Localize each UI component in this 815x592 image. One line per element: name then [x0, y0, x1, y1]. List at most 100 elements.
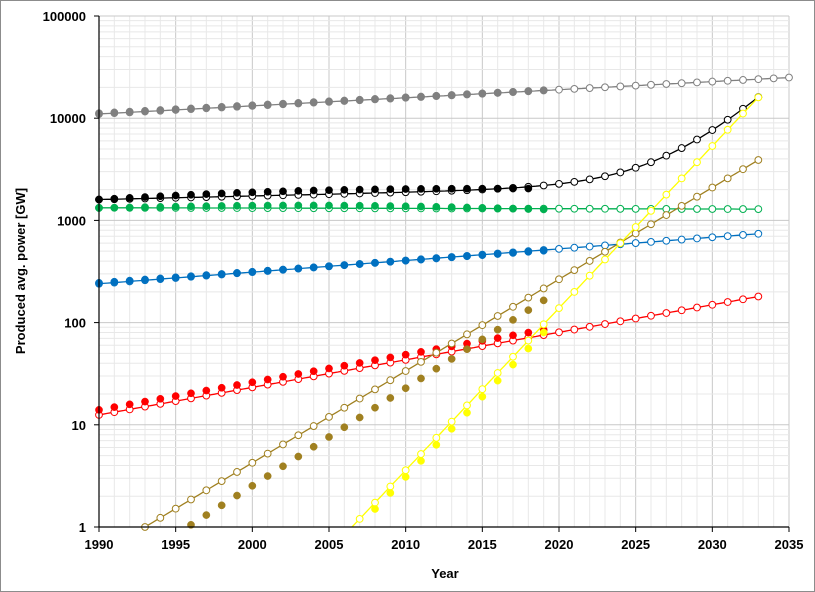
- series-4-data-point: [233, 381, 241, 389]
- series-1-fit-point: [631, 163, 640, 172]
- series-4-fit-point: [585, 322, 594, 331]
- series-6-fit-point: [570, 288, 579, 296]
- series-6-fit-point: [386, 482, 395, 491]
- series-2-fit-point: [616, 204, 625, 213]
- series-3-data-point: [309, 263, 318, 272]
- series-6-fit-point: [708, 142, 717, 150]
- y-tick-label: 100000: [43, 9, 86, 24]
- series-4-data-point: [509, 331, 517, 340]
- series-1-data-point: [493, 184, 502, 193]
- series-2-data-point: [432, 202, 441, 211]
- series-0-fit-point: [677, 79, 686, 88]
- series-2-fit-point: [723, 205, 732, 213]
- series-2-data-point: [233, 201, 241, 210]
- series-1-data-point: [524, 184, 533, 193]
- series-4-fit-line: [98, 295, 759, 416]
- series-5-data-point: [294, 452, 303, 461]
- series-1-data-point: [156, 192, 165, 201]
- series-1-fit-point: [647, 158, 655, 167]
- series-3-fit-point: [555, 244, 563, 253]
- series-4-data-point: [125, 400, 134, 409]
- series-3-data-point: [202, 271, 211, 279]
- series-0-data-point: [325, 97, 333, 106]
- series-2-data-point: [371, 202, 379, 210]
- series-2-fit-point: [601, 204, 609, 213]
- series-5-data-point: [509, 316, 517, 324]
- series-4-data-point: [217, 383, 226, 392]
- series-6-fit-point: [601, 255, 609, 264]
- series-1-data-point: [401, 185, 410, 193]
- series-5-fit-point: [187, 495, 195, 504]
- series-4-fit-point: [616, 317, 625, 326]
- series-4-data-point: [202, 386, 211, 395]
- series-3-fit-point: [631, 239, 640, 247]
- series-5-data-point: [539, 296, 548, 305]
- series-0-data-point: [340, 96, 349, 105]
- series-2: [95, 201, 763, 214]
- series-3-fit-point: [601, 241, 609, 250]
- series-5-data-point: [432, 364, 441, 373]
- series-5-fit-point: [739, 165, 747, 174]
- series-3-data-point: [156, 274, 165, 283]
- series-0-data-point: [509, 87, 517, 96]
- series-6-fit-point: [401, 466, 410, 475]
- series-1-fit-point: [555, 179, 563, 188]
- series-2-data-point: [447, 203, 456, 211]
- x-axis-label: Year: [431, 566, 458, 581]
- series-2-data-point: [171, 202, 180, 211]
- series-0-data-point: [125, 107, 134, 116]
- x-tick-label: 2030: [698, 537, 727, 552]
- series-5-fit-point: [677, 201, 686, 210]
- series-1-data-point: [248, 188, 257, 197]
- y-tick-label: 10: [72, 418, 86, 433]
- series-5-fit-point: [263, 449, 272, 458]
- x-tick-label: 1990: [85, 537, 114, 552]
- series-5-data-point: [401, 384, 410, 393]
- series-4-data-point: [355, 359, 364, 367]
- series-5-fit-point: [432, 348, 441, 357]
- series-5-data-point: [463, 345, 471, 354]
- series-1-data-point: [509, 184, 517, 193]
- series-2-data-point: [187, 202, 195, 211]
- series-5-fit-point: [171, 504, 180, 513]
- series-3-data-point: [386, 257, 395, 266]
- series-1-fit-point: [693, 135, 701, 144]
- series-2-data-point: [524, 205, 533, 213]
- series-3-data-point: [478, 251, 487, 260]
- series-1: [95, 93, 763, 204]
- grid: [98, 15, 790, 528]
- series-layer: [95, 73, 793, 531]
- series-5-fit-point: [478, 321, 487, 330]
- series-0-fit-point: [739, 76, 747, 84]
- series-0-fit-point: [693, 78, 701, 87]
- series-3-data-point: [524, 247, 533, 256]
- series-2-data-point: [539, 205, 548, 214]
- series-5-fit-point: [493, 312, 502, 320]
- series-4-fit-point: [708, 300, 717, 309]
- series-1-data-point: [263, 187, 272, 196]
- series-2-data-point: [325, 201, 333, 210]
- series-6-fit-point: [616, 239, 625, 248]
- series-0-fit-point: [769, 74, 778, 83]
- series-3-fit-line: [98, 233, 759, 285]
- series-3-fit-point: [585, 242, 594, 251]
- series-6-fit-point: [555, 304, 563, 313]
- series-1-data-point: [417, 185, 425, 193]
- series-1-data-point: [478, 184, 487, 193]
- series-6-fit-point: [524, 336, 533, 345]
- series-6-fit-point: [478, 385, 487, 394]
- series-4-data-point: [171, 392, 180, 400]
- series-0-fit-point: [555, 85, 563, 94]
- series-2-data-point: [493, 204, 502, 213]
- series-3-data-point: [447, 253, 456, 262]
- series-5-data-point: [309, 442, 318, 451]
- series-0-data-point: [478, 89, 487, 98]
- series-5-data-point: [371, 403, 379, 412]
- series-5-fit-point: [509, 302, 517, 311]
- series-1-fit-point: [662, 151, 671, 160]
- y-tick-label: 1000: [57, 213, 86, 228]
- series-4-fit-point: [555, 328, 563, 337]
- series-0-data-point: [294, 99, 303, 107]
- series-0-data-point: [187, 104, 195, 113]
